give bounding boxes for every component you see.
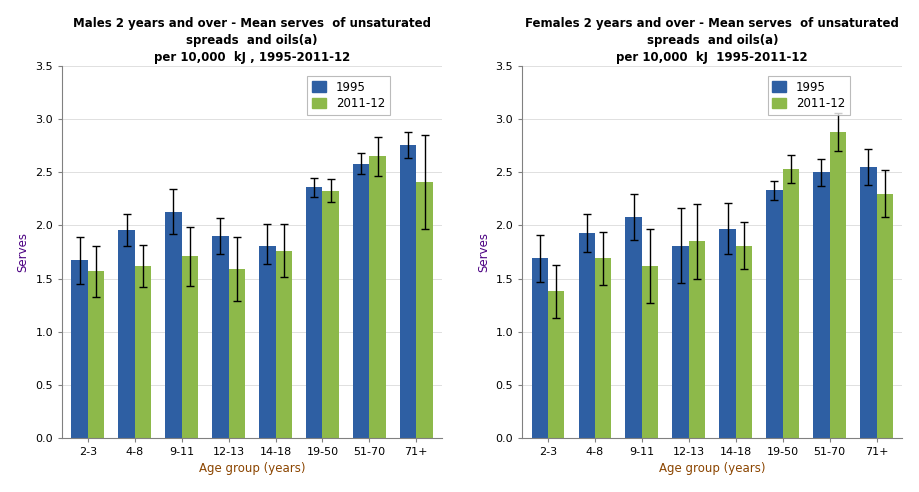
- Legend: 1995, 2011-12: 1995, 2011-12: [767, 76, 850, 115]
- Bar: [88, 271, 104, 438]
- Bar: [736, 246, 752, 438]
- Y-axis label: Serves: Serves: [17, 232, 29, 272]
- Bar: [783, 169, 800, 438]
- Bar: [369, 156, 386, 438]
- Bar: [72, 260, 88, 438]
- Bar: [766, 190, 783, 438]
- Bar: [673, 246, 689, 438]
- Bar: [579, 233, 595, 438]
- X-axis label: Age group (years): Age group (years): [199, 462, 305, 475]
- Bar: [531, 258, 548, 438]
- Bar: [323, 191, 339, 438]
- Bar: [416, 182, 433, 438]
- Bar: [229, 269, 245, 438]
- Bar: [548, 291, 564, 438]
- Bar: [813, 172, 830, 438]
- Bar: [353, 164, 369, 438]
- Bar: [119, 230, 135, 438]
- Bar: [595, 258, 611, 438]
- Bar: [720, 229, 736, 438]
- Title: Females 2 years and over - Mean serves  of unsaturated
spreads  and oils(a)
per : Females 2 years and over - Mean serves o…: [526, 17, 899, 63]
- Bar: [276, 251, 292, 438]
- Bar: [400, 145, 416, 438]
- Bar: [689, 242, 705, 438]
- Title: Males 2 years and over - Mean serves  of unsaturated
spreads  and oils(a)
per 10: Males 2 years and over - Mean serves of …: [74, 17, 431, 63]
- Bar: [259, 246, 276, 438]
- Bar: [306, 187, 323, 438]
- Bar: [877, 194, 893, 438]
- Bar: [626, 217, 641, 438]
- Bar: [641, 266, 658, 438]
- Legend: 1995, 2011-12: 1995, 2011-12: [307, 76, 390, 115]
- Bar: [860, 167, 877, 438]
- X-axis label: Age group (years): Age group (years): [659, 462, 766, 475]
- Bar: [165, 212, 182, 438]
- Bar: [830, 132, 846, 438]
- Bar: [135, 266, 151, 438]
- Y-axis label: Serves: Serves: [477, 232, 490, 272]
- Bar: [212, 236, 229, 438]
- Bar: [182, 256, 199, 438]
